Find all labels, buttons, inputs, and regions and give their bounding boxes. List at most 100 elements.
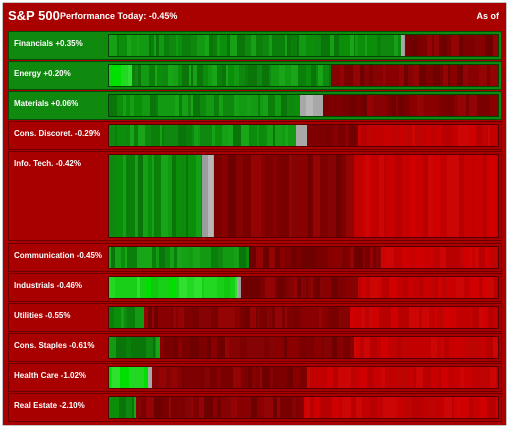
stock-stripe[interactable] [217,307,221,328]
stock-stripe[interactable] [462,397,470,418]
stock-stripe[interactable] [196,337,200,358]
stock-stripe[interactable] [230,95,235,116]
stock-stripe[interactable] [457,125,463,146]
stock-stripe[interactable] [196,35,206,56]
stock-stripe[interactable] [448,307,457,328]
stock-stripe[interactable] [271,35,281,56]
stock-stripe[interactable] [199,337,208,358]
stock-stripe[interactable] [223,95,232,116]
stock-stripe[interactable] [159,125,163,146]
stock-stripe[interactable] [134,155,139,237]
stock-stripe[interactable] [234,277,238,298]
stock-stripe[interactable] [485,337,488,358]
stock-stripe[interactable] [429,307,434,328]
stock-stripe[interactable] [340,65,345,86]
stock-stripe[interactable] [201,367,205,388]
stock-stripe[interactable] [124,307,128,328]
stock-stripe[interactable] [437,277,443,298]
stock-stripe[interactable] [459,397,463,418]
stock-stripe[interactable] [252,367,257,388]
stock-stripe[interactable] [311,247,317,268]
stock-stripe[interactable] [460,367,466,388]
stock-stripe[interactable] [497,65,498,86]
stock-stripe[interactable] [220,307,228,328]
stock-stripe[interactable] [450,65,458,86]
stock-performance-bar[interactable] [108,276,499,299]
stock-stripe[interactable] [122,95,127,116]
stock-stripe[interactable] [384,367,390,388]
stock-stripe[interactable] [268,337,277,358]
stock-stripe[interactable] [163,125,167,146]
stock-stripe[interactable] [469,337,477,358]
stock-stripe[interactable] [234,65,240,86]
stock-stripe[interactable] [287,307,294,328]
stock-stripe[interactable] [381,35,391,56]
stock-stripe[interactable] [177,397,186,418]
stock-stripe[interactable] [414,307,420,328]
stock-stripe[interactable] [330,95,334,116]
stock-stripe[interactable] [381,247,384,268]
stock-stripe[interactable] [155,65,158,86]
stock-stripe[interactable] [378,125,385,146]
stock-stripe[interactable] [347,65,354,86]
stock-stripe[interactable] [131,337,140,358]
stock-stripe[interactable] [140,397,147,418]
stock-stripe[interactable] [355,397,363,418]
stock-stripe[interactable] [289,155,293,237]
stock-stripe[interactable] [267,277,276,298]
stock-stripe[interactable] [288,277,295,298]
stock-stripe[interactable] [112,277,116,298]
sector-row[interactable]: Materials +0.06% [8,91,502,120]
stock-stripe[interactable] [151,307,155,328]
stock-stripe[interactable] [109,307,115,328]
stock-stripe[interactable] [170,367,178,388]
stock-stripe[interactable] [181,95,189,116]
sector-row[interactable]: Energy +0.20% [8,61,502,90]
stock-stripe[interactable] [416,155,424,237]
stock-stripe[interactable] [154,337,157,358]
stock-stripe[interactable] [426,337,432,358]
stock-stripe[interactable] [368,155,372,237]
stock-stripe[interactable] [393,125,397,146]
stock-stripe[interactable] [430,277,437,298]
stock-stripe[interactable] [453,397,458,418]
stock-stripe[interactable] [342,397,352,418]
stock-stripe[interactable] [109,125,116,146]
stock-stripe[interactable] [238,277,242,298]
stock-stripe[interactable] [396,277,404,298]
stock-stripe[interactable] [283,155,290,237]
stock-stripe[interactable] [463,155,473,237]
stock-stripe[interactable] [423,95,433,116]
stock-stripe[interactable] [378,397,383,418]
stock-stripe[interactable] [175,277,180,298]
stock-stripe[interactable] [419,277,424,298]
stock-stripe[interactable] [264,337,270,358]
stock-stripe[interactable] [378,307,385,328]
stock-stripe[interactable] [279,35,286,56]
stock-stripe[interactable] [139,35,145,56]
stock-stripe[interactable] [417,35,423,56]
stock-stripe[interactable] [291,155,301,237]
stock-stripe[interactable] [255,307,258,328]
stock-stripe[interactable] [307,247,313,268]
stock-stripe[interactable] [345,35,352,56]
stock-stripe[interactable] [168,337,173,358]
stock-stripe[interactable] [455,307,463,328]
stock-stripe[interactable] [256,337,266,358]
stock-stripe[interactable] [109,155,117,237]
stock-stripe[interactable] [120,337,127,358]
stock-stripe[interactable] [250,337,258,358]
stock-stripe[interactable] [490,125,498,146]
stock-stripe[interactable] [109,397,113,418]
stock-stripe[interactable] [426,125,433,146]
stock-stripe[interactable] [157,307,161,328]
stock-stripe[interactable] [393,247,403,268]
stock-stripe[interactable] [333,277,339,298]
stock-stripe[interactable] [241,125,250,146]
stock-stripe[interactable] [314,125,321,146]
stock-stripe[interactable] [468,247,473,268]
stock-stripe[interactable] [239,307,246,328]
stock-stripe[interactable] [482,337,486,358]
stock-stripe[interactable] [484,247,491,268]
stock-stripe[interactable] [311,65,317,86]
